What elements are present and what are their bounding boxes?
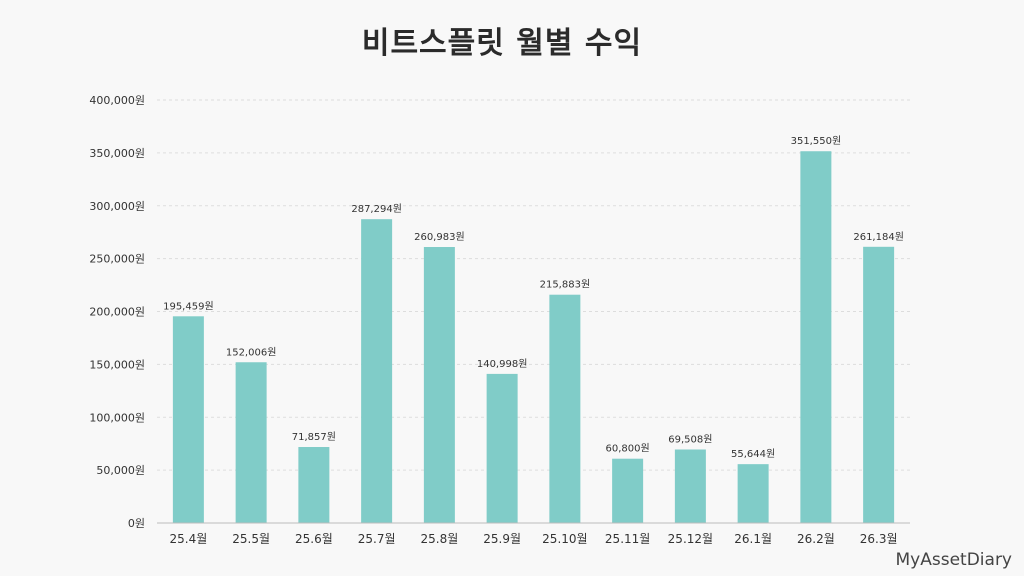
y-tick-label: 200,000원 [89,306,145,319]
y-tick-label: 0원 [128,517,145,530]
y-tick-label: 100,000원 [89,411,145,424]
chart-title: 비트스플릿 월별 수익 [361,26,643,61]
bar [800,151,832,523]
bar [674,449,706,523]
x-tick-label: 25.7월 [358,532,396,546]
y-tick-label: 150,000원 [89,358,145,371]
x-tick-label: 25.11월 [605,532,650,546]
bar [423,247,455,523]
bar [361,219,393,524]
bar [486,373,518,523]
y-tick-label: 400,000원 [89,94,145,107]
data-label: 71,857원 [292,431,336,443]
data-labels: 195,459원 152,006원 71,857원 287,294원 260,983원 1… [163,135,904,460]
bar [549,294,581,523]
watermark: MyAssetDiary [895,550,1012,570]
x-tick-label: 25.9월 [483,532,521,546]
x-tick-label: 25.8월 [420,532,458,546]
data-label: 195,459원 [163,300,214,312]
data-label: 351,550원 [791,135,842,147]
bar [737,464,769,523]
y-tick-label: 250,000원 [89,253,145,266]
data-label: 69,508원 [668,433,712,445]
data-label: 55,644원 [731,448,775,460]
data-label: 140,998원 [477,358,528,370]
x-axis-ticks: 25.4월 25.5월 25.6월 25.7월 25.8월 25.9월 25.10월 25.1… [169,532,897,546]
y-axis-ticks: 0원 50,000원 100,000원 150,000원 200,000원 250,000… [89,94,145,530]
bar [863,246,895,523]
bar [235,362,267,523]
data-label: 60,800원 [606,443,650,455]
x-tick-label: 25.12월 [668,532,713,546]
grid-lines [157,99,910,471]
y-tick-label: 50,000원 [96,464,145,477]
data-label: 261,184원 [853,231,904,243]
y-tick-label: 350,000원 [89,147,145,160]
x-tick-label: 26.1월 [734,532,772,546]
x-tick-label: 25.4월 [169,532,207,546]
data-label: 287,294원 [351,203,402,215]
data-label: 260,983원 [414,231,465,243]
data-label: 152,006원 [226,346,277,358]
y-tick-label: 300,000원 [89,200,145,213]
x-tick-label: 25.5월 [232,532,270,546]
bar [612,458,644,523]
data-label: 215,883원 [540,279,591,291]
x-tick-label: 25.6월 [295,532,333,546]
bar [298,447,330,523]
x-tick-label: 25.10월 [542,532,587,546]
x-tick-label: 26.3월 [860,532,898,546]
bars [172,151,895,524]
bar [172,316,204,523]
x-tick-label: 26.2월 [797,532,835,546]
